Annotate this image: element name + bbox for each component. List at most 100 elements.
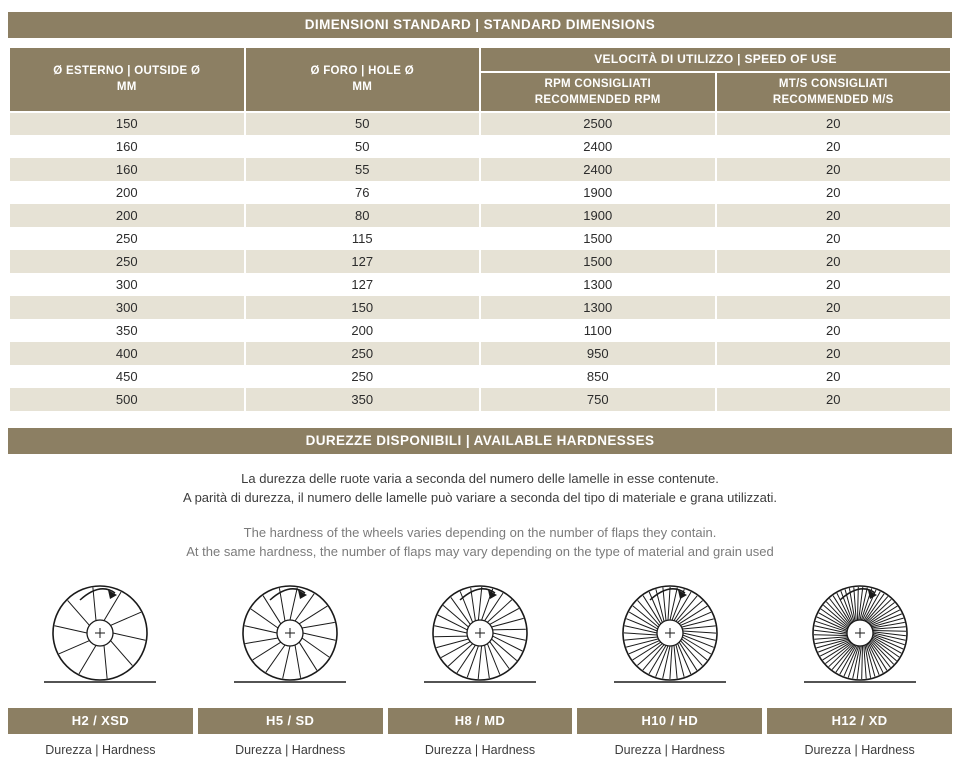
table-cell: 450 bbox=[8, 364, 246, 388]
flap-wheel-illustration bbox=[8, 578, 193, 696]
table-cell: 300 bbox=[8, 272, 246, 296]
table-cell: 350 bbox=[8, 318, 246, 342]
table-cell: 160 bbox=[8, 134, 246, 158]
table-cell: 20 bbox=[714, 134, 952, 158]
hardness-item: H12 / XD Durezza | Hardness bbox=[767, 578, 952, 757]
table-cell: 150 bbox=[243, 295, 481, 319]
table-cell: 1900 bbox=[479, 180, 717, 204]
col-header-hole-diameter: Ø FORO | HOLE Ø MM bbox=[243, 46, 481, 113]
table-cell: 55 bbox=[243, 157, 481, 181]
hardness-item: H8 / MD Durezza | Hardness bbox=[387, 578, 573, 757]
hardness-description-english: The hardness of the wheels varies depend… bbox=[8, 523, 952, 562]
table-cell: 2400 bbox=[479, 157, 717, 181]
hardness-grid: H2 / XSD Durezza | Hardness H5 / SD Durezza… bbox=[8, 578, 952, 757]
table-cell: 200 bbox=[8, 180, 246, 204]
table-cell: 20 bbox=[714, 111, 952, 135]
table-cell: 20 bbox=[714, 341, 952, 365]
flap-wheel-icon bbox=[803, 585, 916, 683]
table-cell: 1500 bbox=[479, 249, 717, 273]
table-cell: 300 bbox=[8, 295, 246, 319]
table-cell: 20 bbox=[714, 272, 952, 296]
table-row: 250 127 1500 20 bbox=[8, 249, 952, 273]
hardness-item: H5 / SD Durezza | Hardness bbox=[197, 578, 383, 757]
table-row: 160 55 2400 20 bbox=[8, 157, 952, 181]
table-cell: 850 bbox=[479, 364, 717, 388]
table-cell: 400 bbox=[8, 341, 246, 365]
table-row: 300 127 1300 20 bbox=[8, 272, 952, 296]
hardness-section-title: DUREZZE DISPONIBILI | AVAILABLE HARDNESS… bbox=[8, 427, 952, 454]
table-cell: 2500 bbox=[479, 111, 717, 135]
table-row: 160 50 2400 20 bbox=[8, 134, 952, 158]
table-cell: 1100 bbox=[479, 318, 717, 342]
table-cell: 76 bbox=[243, 180, 481, 204]
table-cell: 20 bbox=[714, 226, 952, 250]
col-header-speed-group: VELOCITÀ DI UTILIZZO | SPEED OF USE bbox=[479, 46, 952, 73]
col-header-ms: MT/S CONSIGLIATI RECOMMENDED M/S bbox=[714, 70, 952, 113]
hardness-text-en-line1: The hardness of the wheels varies depend… bbox=[243, 524, 717, 540]
table-row: 200 80 1900 20 bbox=[8, 203, 952, 227]
table-cell: 1500 bbox=[479, 226, 717, 250]
hardness-code-bar: H12 / XD bbox=[767, 707, 952, 734]
hardness-label: Durezza | Hardness bbox=[424, 742, 536, 757]
table-row: 200 76 1900 20 bbox=[8, 180, 952, 204]
table-cell: 250 bbox=[8, 249, 246, 273]
flap-wheel-illustration bbox=[577, 578, 762, 696]
hardness-code-bar: H8 / MD bbox=[387, 707, 573, 734]
flap-wheel-illustration bbox=[198, 578, 383, 696]
table-row: 300 150 1300 20 bbox=[8, 295, 952, 319]
table-cell: 2400 bbox=[479, 134, 717, 158]
table-cell: 950 bbox=[479, 341, 717, 365]
table-cell: 50 bbox=[243, 111, 481, 135]
table-cell: 20 bbox=[714, 157, 952, 181]
hardness-label: Durezza | Hardness bbox=[804, 742, 915, 757]
flap-wheel-icon bbox=[234, 585, 347, 683]
table-cell: 127 bbox=[243, 249, 481, 273]
table-cell: 20 bbox=[714, 249, 952, 273]
table-cell: 20 bbox=[714, 387, 952, 411]
catalog-page: DIMENSIONI STANDARD | STANDARD DIMENSION… bbox=[8, 12, 952, 757]
table-cell: 20 bbox=[714, 180, 952, 204]
table-cell: 80 bbox=[243, 203, 481, 227]
hardness-label: Durezza | Hardness bbox=[235, 742, 346, 757]
hardness-description-italian: La durezza delle ruote varia a seconda d… bbox=[8, 469, 952, 508]
flap-wheel-illustration bbox=[388, 578, 573, 696]
table-cell: 20 bbox=[714, 295, 952, 319]
hardness-label: Durezza | Hardness bbox=[45, 742, 156, 757]
dimensions-table-header: Ø ESTERNO | OUTSIDE Ø MM Ø FORO | HOLE Ø… bbox=[8, 46, 952, 113]
table-cell: 20 bbox=[714, 318, 952, 342]
table-cell: 150 bbox=[8, 111, 246, 135]
hardness-text-it-line1: La durezza delle ruote varia a seconda d… bbox=[241, 470, 719, 486]
table-cell: 750 bbox=[479, 387, 717, 411]
flap-wheel-illustration bbox=[767, 578, 952, 696]
table-row: 350 200 1100 20 bbox=[8, 318, 952, 342]
table-cell: 200 bbox=[8, 203, 246, 227]
table-cell: 160 bbox=[8, 157, 246, 181]
flap-wheel-icon bbox=[423, 585, 536, 683]
col-header-rpm: RPM CONSIGLIATI RECOMMENDED RPM bbox=[479, 70, 717, 113]
flap-wheel-icon bbox=[44, 585, 157, 683]
table-row: 150 50 2500 20 bbox=[8, 111, 952, 135]
hardness-item: H2 / XSD Durezza | Hardness bbox=[8, 578, 193, 757]
flap-wheel-icon bbox=[613, 585, 726, 683]
dimensions-table-body: 150 50 2500 20 160 50 2400 20 160 55 2400 20 200 76 19… bbox=[8, 111, 952, 411]
table-cell: 20 bbox=[714, 364, 952, 388]
hardness-item: H10 / HD Durezza | Hardness bbox=[577, 578, 763, 757]
table-cell: 350 bbox=[243, 387, 481, 411]
table-row: 250 115 1500 20 bbox=[8, 226, 952, 250]
table-cell: 250 bbox=[243, 341, 481, 365]
dimensions-table: Ø ESTERNO | OUTSIDE Ø MM Ø FORO | HOLE Ø… bbox=[8, 46, 952, 411]
table-cell: 20 bbox=[714, 203, 952, 227]
table-cell: 1300 bbox=[479, 272, 717, 296]
table-cell: 50 bbox=[243, 134, 481, 158]
table-cell: 1300 bbox=[479, 295, 717, 319]
table-cell: 1900 bbox=[479, 203, 717, 227]
table-row: 400 250 950 20 bbox=[8, 341, 952, 365]
table-row: 500 350 750 20 bbox=[8, 387, 952, 411]
table-cell: 250 bbox=[8, 226, 246, 250]
hardness-code-bar: H2 / XSD bbox=[8, 707, 193, 734]
table-cell: 250 bbox=[243, 364, 481, 388]
table-row: 450 250 850 20 bbox=[8, 364, 952, 388]
table-cell: 500 bbox=[8, 387, 246, 411]
hardness-label: Durezza | Hardness bbox=[614, 742, 725, 757]
col-header-outside-diameter: Ø ESTERNO | OUTSIDE Ø MM bbox=[8, 46, 246, 113]
